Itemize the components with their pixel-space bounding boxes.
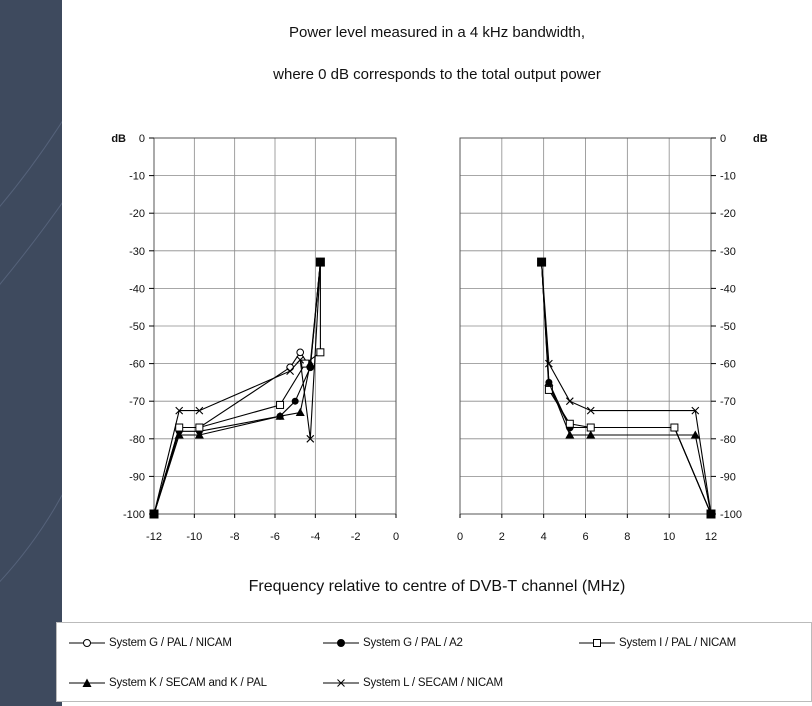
filled-circle-icon	[323, 639, 359, 647]
y-tick-label-right: -60	[720, 359, 736, 371]
legend-label: System I / PAL / NICAM	[619, 637, 737, 649]
y-tick-label-right: 0	[720, 133, 726, 145]
marker-filled-square	[149, 509, 159, 519]
marker-filled-triangle	[544, 377, 554, 386]
marker-filled-square	[706, 509, 716, 519]
marker-filled-triangle	[586, 430, 596, 439]
marker-cross-b	[586, 406, 595, 415]
marker-filled-square	[315, 257, 325, 267]
marker-cross-b	[565, 397, 574, 406]
marker-filled-triangle	[565, 430, 575, 439]
marker-cross-b	[545, 359, 553, 368]
cross-icon	[323, 679, 359, 687]
marker-cross-b	[175, 406, 184, 415]
open-square-icon	[579, 639, 615, 647]
y-tick-label-left: -30	[129, 246, 145, 258]
marker-filled-triangle	[194, 430, 204, 439]
marker-filled-circle	[291, 397, 299, 405]
legend-item-k-secam: System K / SECAM and K / PAL	[67, 677, 267, 689]
chart-title-line-2: where 0 dB corresponds to the total outp…	[273, 66, 601, 83]
legend-item-g-pal-a2: System G / PAL / A2	[321, 637, 463, 649]
x-tick-label-right: 10	[663, 531, 675, 543]
marker-cross-b	[691, 406, 700, 415]
x-tick-label-right: 12	[705, 531, 717, 543]
y-tick-label-right: -70	[720, 396, 736, 408]
marker-open-square	[195, 423, 204, 432]
marker-open-square	[276, 400, 285, 409]
y-tick-label-left: -50	[129, 321, 145, 333]
chart-title-line-1: Power level measured in a 4 kHz bandwidt…	[289, 24, 585, 41]
x-tick-label-left: -8	[230, 531, 240, 543]
marker-filled-square	[537, 257, 547, 267]
marker-cross-b	[296, 355, 305, 364]
marker-cross-b	[195, 406, 204, 415]
x-axis-label: Frequency relative to centre of DVB-T ch…	[248, 578, 626, 595]
marker-open-square	[586, 423, 595, 432]
legend-label: System G / PAL / A2	[363, 637, 463, 649]
marker-filled-triangle	[305, 359, 315, 368]
marker-filled-triangle	[174, 430, 184, 439]
x-tick-label-left: -4	[310, 531, 320, 543]
figure-panel: Power level measured in a 4 kHz bandwidt…	[62, 0, 812, 706]
x-tick-label-right: 2	[499, 531, 505, 543]
marker-open-square	[670, 423, 679, 432]
spectrum-mask-chart: 0-10-20-30-40-50-60-70-80-90-100-12 -10 -8…	[111, 133, 768, 543]
legend: System G / PAL / NICAM System G / PAL / …	[56, 622, 812, 702]
x-tick-label-right: 8	[624, 531, 630, 543]
y-tick-label-left: -70	[129, 396, 145, 408]
y-tick-label-left: -80	[129, 434, 145, 446]
legend-label: System G / PAL / NICAM	[109, 637, 232, 649]
open-circle-icon	[69, 639, 105, 647]
marker-open-circle	[296, 348, 305, 357]
y-tick-label-right: -80	[720, 434, 736, 446]
marker-open-square	[565, 419, 574, 428]
y-tick-label-left: -90	[129, 471, 145, 483]
y-tick-label-left: 0	[139, 133, 145, 145]
y-tick-label-right: -40	[720, 283, 736, 295]
filled-triangle-icon	[69, 678, 105, 687]
series-line-4-right	[541, 262, 712, 515]
y-tick-label-left: -40	[129, 283, 145, 295]
y-unit-label-left: dB	[111, 133, 126, 145]
y-tick-label-right: -50	[720, 321, 736, 333]
x-tick-label-left: -12	[146, 531, 162, 543]
y-tick-label-left: -10	[129, 171, 145, 183]
y-tick-label-right: -20	[720, 208, 736, 220]
x-tick-label-right: 0	[457, 531, 463, 543]
x-tick-label-left: -6	[270, 531, 280, 543]
marker-open-square	[175, 423, 184, 432]
y-unit-label-right: dB	[753, 133, 768, 145]
x-tick-label-right: 4	[541, 531, 547, 543]
legend-item-l-secam: System L / SECAM / NICAM	[321, 677, 503, 689]
legend-label: System L / SECAM / NICAM	[363, 677, 503, 689]
y-tick-label-left: -100	[123, 509, 145, 521]
marker-filled-triangle	[690, 430, 700, 439]
marker-cross-b	[286, 367, 295, 376]
legend-item-i-pal-nicam: System I / PAL / NICAM	[577, 637, 736, 649]
x-tick-label-left: -2	[351, 531, 361, 543]
x-tick-label-left: 0	[393, 531, 399, 543]
y-tick-label-left: -20	[129, 208, 145, 220]
y-tick-label-right: -100	[720, 509, 742, 521]
marker-filled-triangle	[295, 407, 305, 416]
y-tick-label-left: -60	[129, 359, 145, 371]
y-tick-label-right: -90	[720, 471, 736, 483]
marker-filled-triangle	[275, 411, 285, 420]
legend-label: System K / SECAM and K / PAL	[109, 677, 267, 689]
x-tick-label-right: 6	[582, 531, 588, 543]
marker-open-square	[316, 348, 325, 357]
y-tick-label-right: -30	[720, 246, 736, 258]
marker-cross-b	[306, 434, 315, 443]
legend-item-g-pal-nicam: System G / PAL / NICAM	[67, 637, 232, 649]
marker-open-circle	[286, 363, 294, 372]
y-tick-label-right: -10	[720, 171, 736, 183]
x-tick-label-left: -10	[186, 531, 202, 543]
